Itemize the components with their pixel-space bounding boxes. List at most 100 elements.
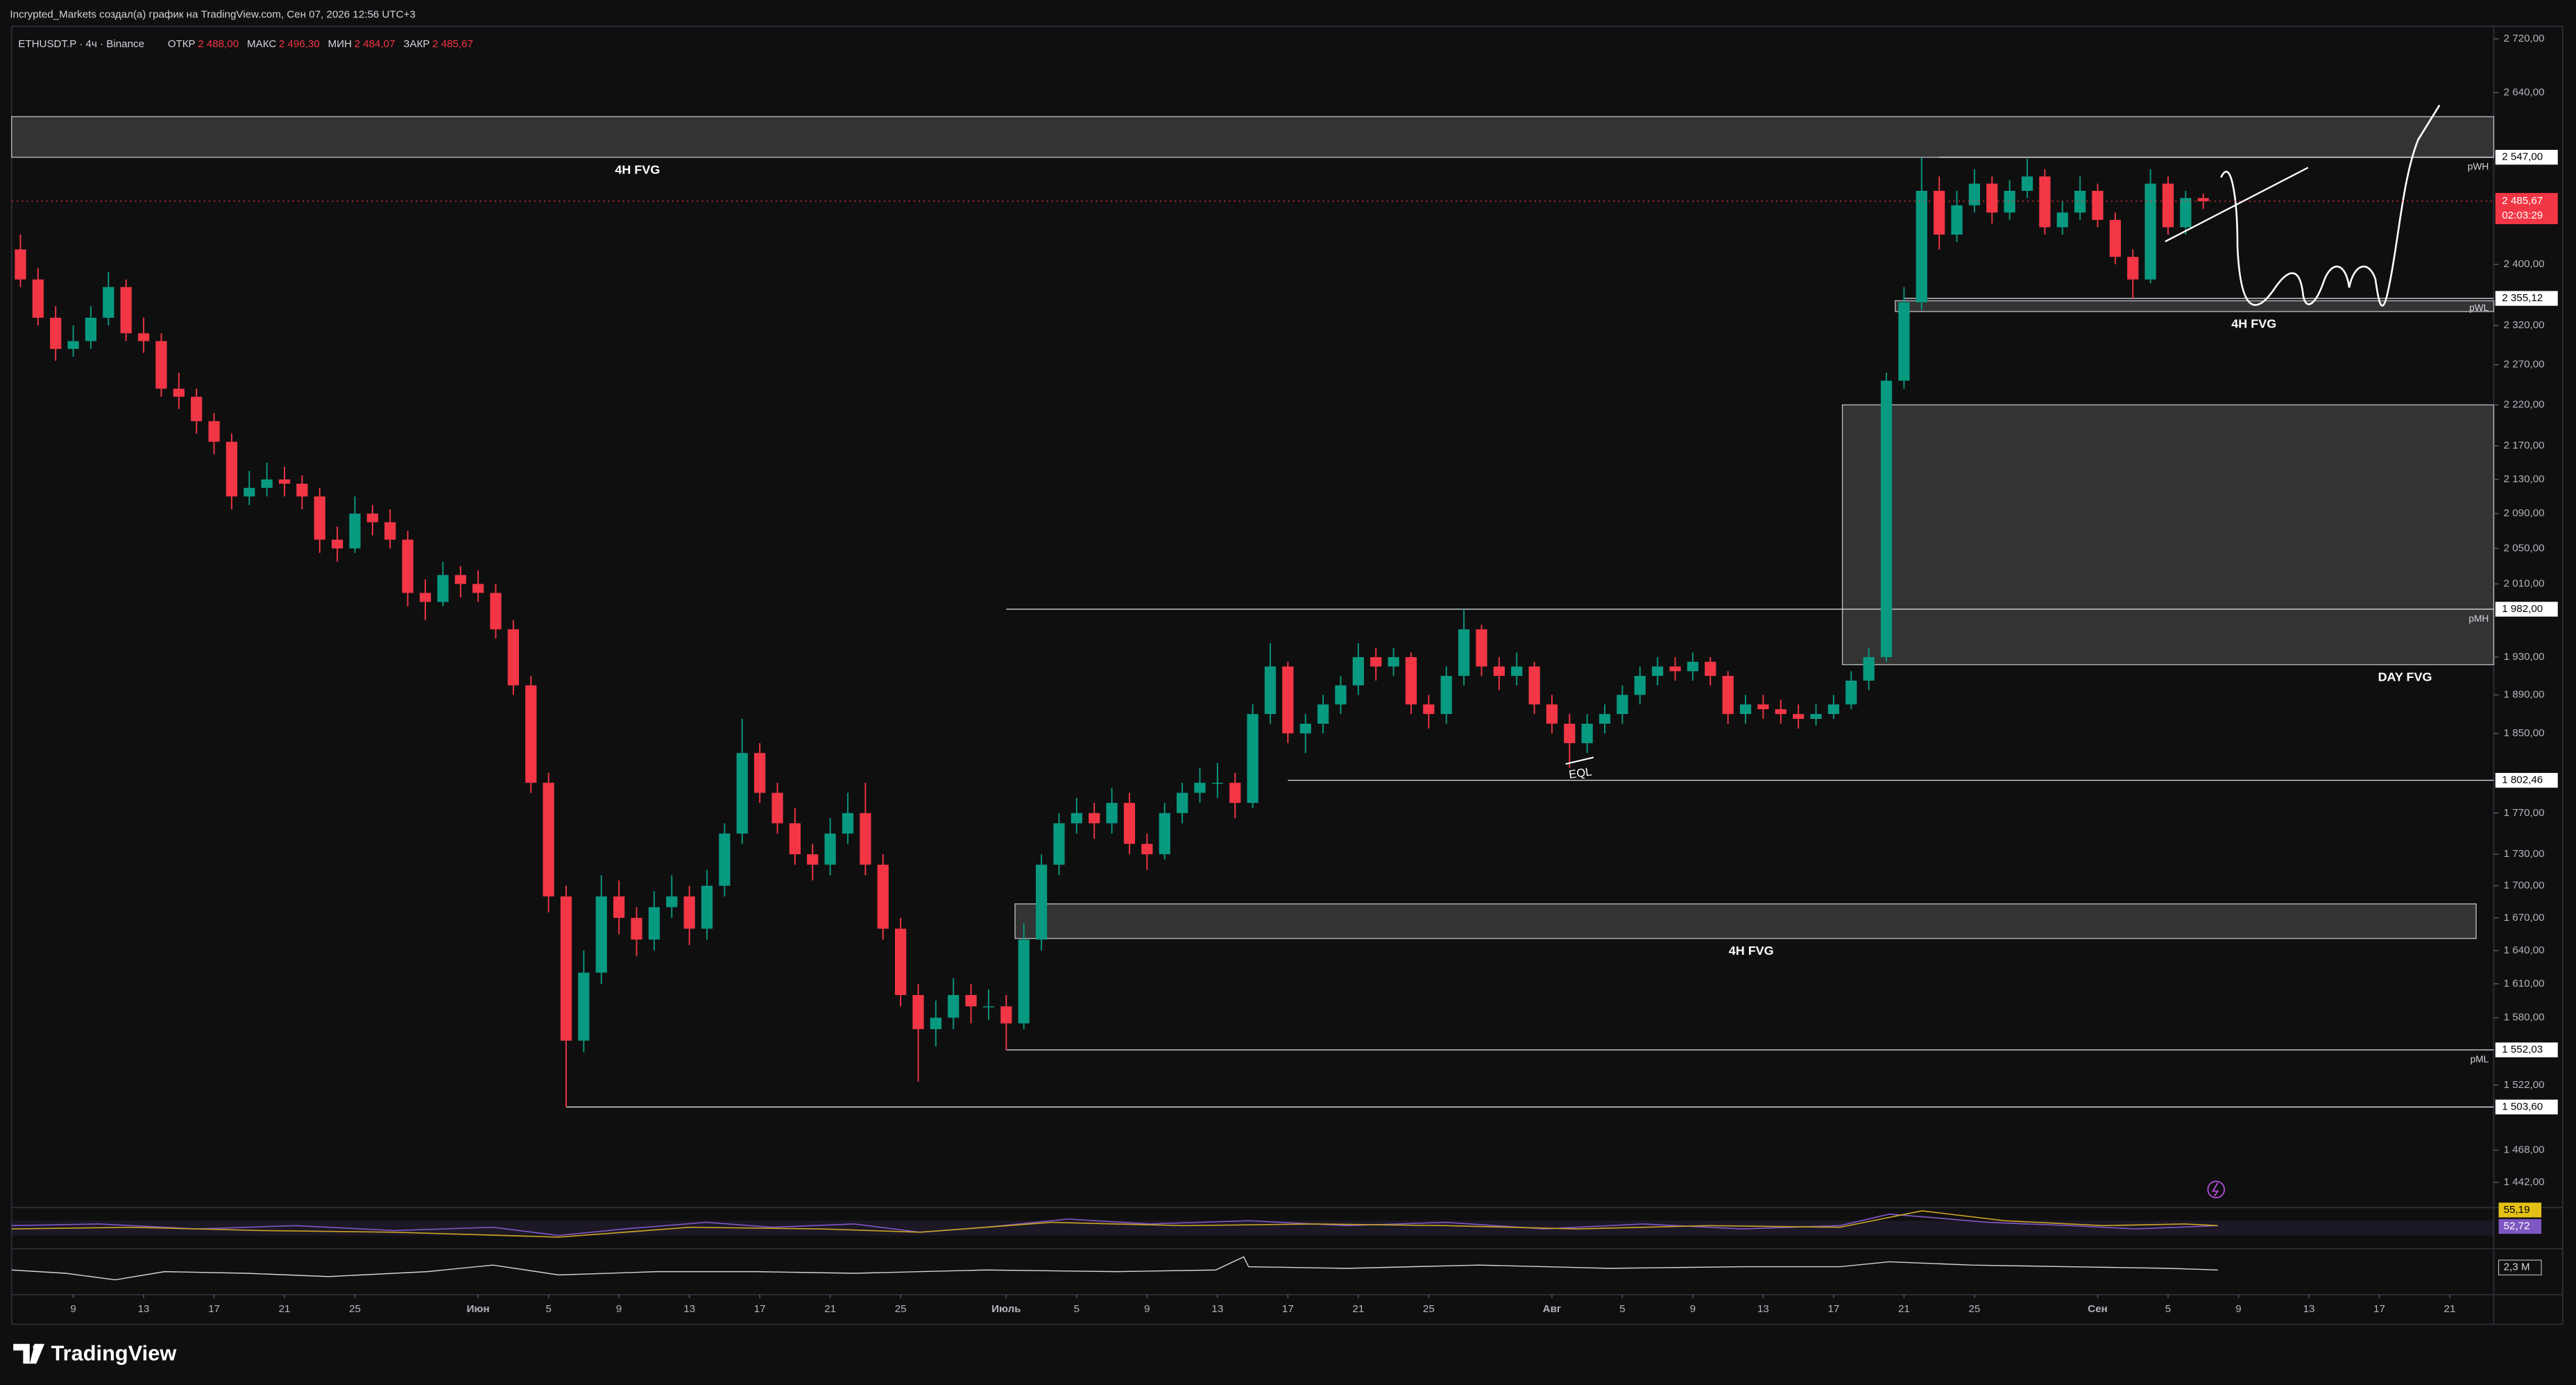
candle-body	[683, 896, 695, 929]
fvg-label: 4H FVG	[615, 162, 660, 176]
candle-body	[2197, 198, 2209, 201]
level-price-box	[2495, 602, 2558, 617]
candle-body	[877, 865, 889, 929]
candle-body	[1405, 657, 1417, 705]
symbol: ETHUSDT.P · 4ч · Binance	[18, 38, 144, 50]
candle-body	[912, 994, 924, 1030]
candle-body	[1722, 676, 1734, 715]
candle-body	[525, 685, 537, 783]
candle-body	[1934, 190, 1945, 235]
candle-body	[1986, 183, 1998, 213]
x-tick-label: 5	[2165, 1303, 2171, 1315]
candle-body	[1476, 629, 1487, 667]
level-price-box	[2495, 291, 2558, 306]
x-tick-label: 17	[208, 1303, 220, 1315]
x-tick-label: 25	[1423, 1303, 1435, 1315]
attribution: Incrypted_Markets создал(а) график на Tr…	[10, 8, 416, 20]
candle-body	[278, 479, 291, 484]
alert-icon[interactable]	[2207, 1180, 2226, 1199]
candle-body	[1018, 940, 1030, 1023]
level-price-label: 1 503,60	[2502, 1101, 2543, 1112]
x-tick-label: 21	[824, 1303, 836, 1315]
candle-body	[1634, 676, 1646, 695]
fvg-zone	[11, 116, 2495, 158]
rsi-ma-tag	[2498, 1218, 2542, 1234]
countdown: 02:03:29	[2502, 210, 2543, 221]
eql-line	[1565, 756, 1594, 765]
x-tick-label: 25	[895, 1303, 907, 1315]
candle-body	[1493, 666, 1505, 677]
x-tick-label: 5	[1619, 1303, 1625, 1315]
candle-body	[332, 539, 343, 549]
candle-body	[314, 496, 325, 540]
candle-body	[1687, 661, 1699, 672]
candle-body	[225, 441, 238, 497]
candle-body	[543, 783, 554, 897]
y-tick-label: 1 890,00	[2504, 688, 2545, 700]
candle-body	[32, 279, 44, 318]
candle-body	[560, 896, 572, 1041]
x-tick-label: 9	[1144, 1303, 1150, 1315]
candle-body	[1617, 695, 1628, 715]
candle-body	[208, 420, 220, 442]
candle-body	[2056, 212, 2068, 228]
y-tick-label: 1 522,00	[2504, 1079, 2545, 1091]
y-tick-label: 2 170,00	[2504, 440, 2545, 452]
candle-body	[454, 575, 466, 584]
rsi-value: 55,19	[2504, 1204, 2530, 1216]
candle-body	[666, 896, 678, 908]
candle-body	[85, 317, 97, 341]
candle-body	[2127, 257, 2139, 280]
level-tag: pWL	[2469, 303, 2489, 313]
x-tick-label: Июль	[991, 1303, 1021, 1315]
x-tick-label: 9	[1690, 1303, 1696, 1315]
candle-body	[261, 479, 273, 488]
level-price-box	[2495, 1042, 2558, 1057]
candle-body	[402, 539, 413, 593]
candle-body	[824, 833, 836, 865]
candle-body	[2092, 190, 2104, 220]
ohlc-label: ЗАКР	[403, 38, 429, 50]
candle-body	[754, 753, 766, 793]
candle-body	[1845, 680, 1857, 705]
candle-body	[1053, 823, 1065, 865]
level-price-box	[2495, 1099, 2558, 1115]
candle-body	[490, 593, 502, 629]
candle-body	[244, 488, 255, 497]
volume-value: 2,3 M	[2504, 1261, 2530, 1273]
level-price-label: 1 552,03	[2502, 1044, 2543, 1055]
y-tick-label: 2 220,00	[2504, 398, 2545, 410]
logo[interactable]: TradingView	[51, 1341, 177, 1365]
candle-body	[1652, 666, 1664, 677]
candle-body	[1071, 813, 1082, 824]
ohlc-legend: ОТКР 2 488,00 МАКС 2 496,30 МИН 2 484,07 ЗАКР 2…	[168, 38, 473, 50]
candle-body	[1282, 666, 1294, 733]
y-tick-label: 2 320,00	[2504, 319, 2545, 331]
x-tick-label: 13	[683, 1303, 695, 1315]
y-tick-label: 1 850,00	[2504, 727, 2545, 739]
candle-body	[2109, 219, 2122, 257]
projection-drawing	[2220, 104, 2441, 307]
level-price-label: 1 802,46	[2502, 774, 2543, 786]
candle-body	[930, 1017, 941, 1030]
candle-body	[595, 896, 607, 973]
candle-body	[648, 907, 660, 940]
fvg-zone	[1841, 404, 2495, 665]
candle-body	[1546, 704, 1558, 724]
candle-body	[2039, 176, 2051, 228]
candle-body	[1335, 685, 1347, 705]
candle-body	[103, 287, 114, 318]
x-tick-label: 13	[1757, 1303, 1769, 1315]
candle-body	[67, 341, 79, 349]
candle-body	[1458, 629, 1470, 677]
candle-body	[1581, 723, 1593, 744]
candle-body	[1176, 792, 1188, 813]
candle-body	[2021, 176, 2033, 191]
x-tick-label: 21	[1898, 1303, 1910, 1315]
y-tick-label: 1 640,00	[2504, 944, 2545, 956]
ohlc-label: МИН	[328, 38, 352, 50]
candle-body	[948, 994, 959, 1018]
rsi-ma-value: 52,72	[2504, 1221, 2530, 1232]
x-tick-label: 25	[349, 1303, 361, 1315]
y-tick-label: 1 670,00	[2504, 912, 2545, 924]
